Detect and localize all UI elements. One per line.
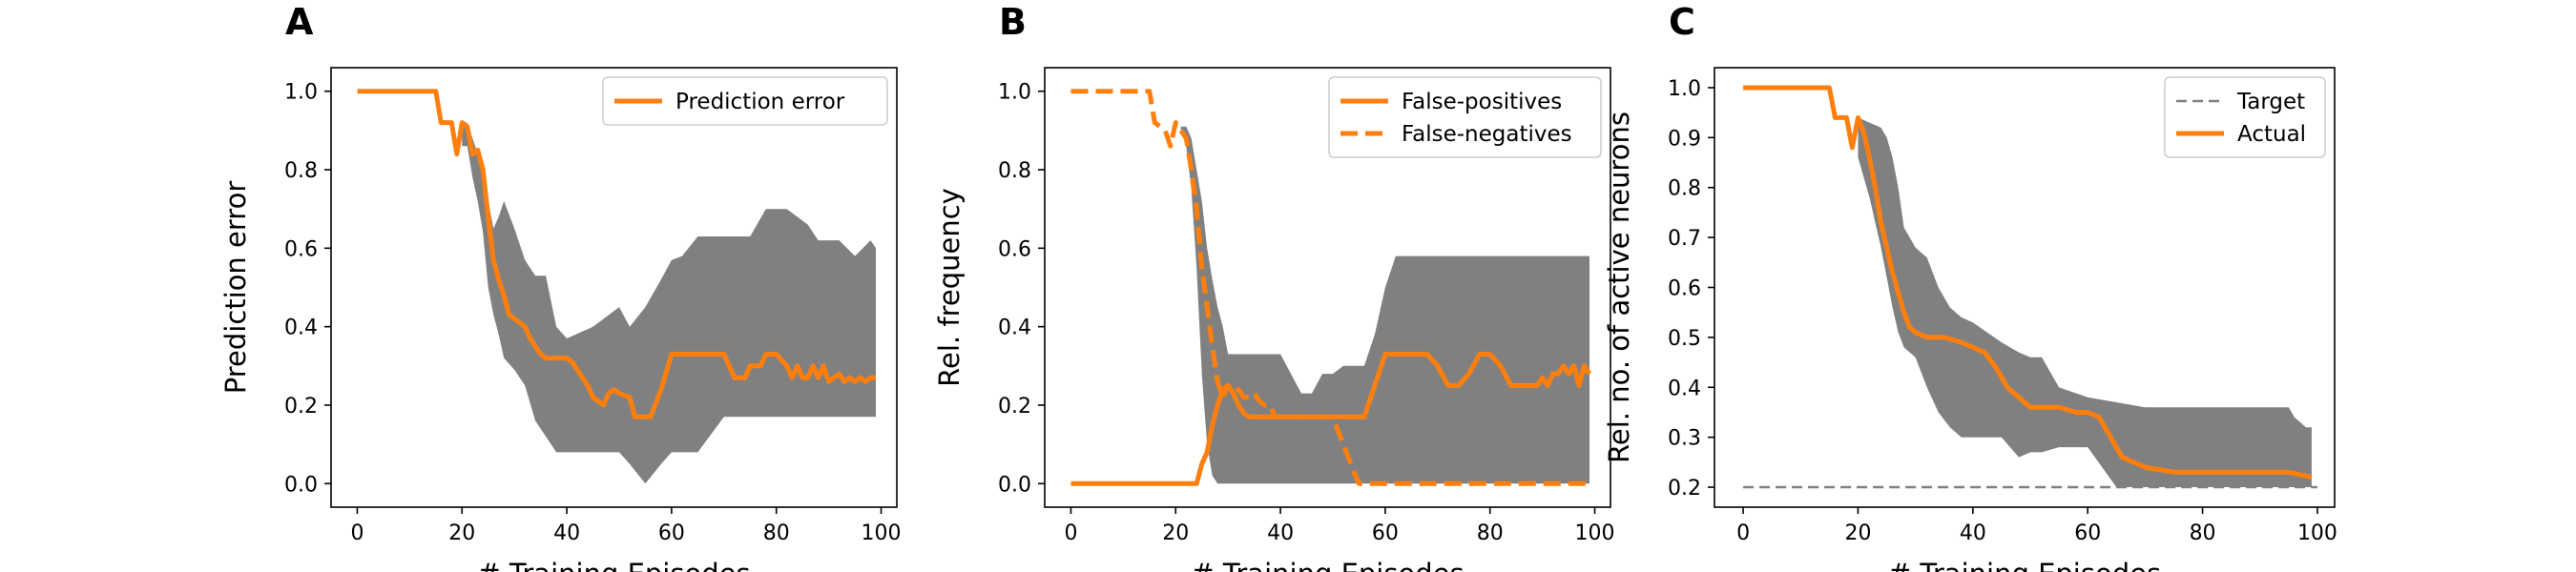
panel-b-legend-label: False-negatives xyxy=(1402,122,1572,147)
panel-c-legend-label: Actual xyxy=(2237,122,2306,147)
panel-a-x-tick-label: 40 xyxy=(553,521,580,545)
panel-a-legend: Prediction error xyxy=(602,76,888,126)
panel-c-y-tick-label: 0.7 xyxy=(1668,227,1701,251)
panel-c-variability-band xyxy=(1858,117,2312,488)
panel-c-x-tick-label: 80 xyxy=(2190,521,2216,545)
panel-a-series-1-line xyxy=(357,89,876,419)
panel-c-x-tick-label: 60 xyxy=(2074,521,2101,545)
panel-c-letter: C xyxy=(1669,1,1695,43)
panel-b-y-tick-label: 0.8 xyxy=(998,159,1031,183)
panel-b-variability-band xyxy=(1180,126,1589,484)
panel-b-legend: False-positives False-negatives xyxy=(1328,76,1602,158)
panel-c-legend: Target Actual xyxy=(2164,76,2326,158)
panel-c-x-tick-label: 100 xyxy=(2297,521,2337,545)
panel-b-x-tick-label: 100 xyxy=(1575,521,1615,545)
panel-b-y-tick-label: 0.0 xyxy=(998,473,1031,497)
panel-b-axes-frame xyxy=(1044,67,1611,508)
panel-a-x-tick-label: 100 xyxy=(862,521,902,545)
panel-a-variability-band xyxy=(462,122,876,484)
panel-b-y-tick-label: 1.0 xyxy=(998,81,1031,105)
panel-c-y-tick-label: 1.0 xyxy=(1668,77,1701,101)
panel-c-y-tick-label: 0.2 xyxy=(1668,477,1701,500)
panel-b-x-axis-label: # Training Episodes xyxy=(1191,558,1464,572)
panel-c-legend-label: Target xyxy=(2236,90,2305,114)
panel-c: 0 20 40 60 80 100 0.2 0.3 0.4 0.5 0.6 0.7 0.8 0.9 1.0 #… xyxy=(1603,1,2337,572)
panel-b-letter: B xyxy=(999,1,1027,43)
panel-b-y-tick-label: 0.2 xyxy=(998,395,1031,419)
panel-a: 0 20 40 60 80 100 0.0 0.2 0.4 0.6 0.8 1.0 # Training… xyxy=(219,1,902,572)
panel-a-x-tick-label: 20 xyxy=(448,521,475,545)
panel-a-y-tick-label: 1.0 xyxy=(284,81,318,105)
panel-a-x-tick-label: 80 xyxy=(763,521,790,545)
panel-a-x-tick-label: 0 xyxy=(350,521,364,545)
panel-c-y-tick-label: 0.4 xyxy=(1668,377,1701,400)
panel-b-legend-label: False-positives xyxy=(1402,90,1562,114)
panel-a-x-tick-label: 60 xyxy=(658,521,685,545)
panel-a-y-tick-label: 0.6 xyxy=(284,237,318,261)
panel-a-y-tick-label: 0.4 xyxy=(284,317,318,340)
panel-a-legend-label: Prediction error xyxy=(675,90,845,114)
panel-b-x-tick-label: 40 xyxy=(1267,521,1294,545)
panel-c-y-tick-label: 0.5 xyxy=(1668,327,1701,351)
panel-c-x-tick-label: 20 xyxy=(1844,521,1871,545)
panel-c-x-axis-label: # Training Episodes xyxy=(1888,558,2161,572)
panel-b-x-tick-label: 0 xyxy=(1064,521,1077,545)
panel-c-x-tick-label: 40 xyxy=(1960,521,1986,545)
panel-b-series-2-line xyxy=(1070,89,1589,486)
panel-b-x-tick-label: 80 xyxy=(1477,521,1504,545)
panel-a-letter: A xyxy=(285,1,314,43)
panel-a-axes-frame xyxy=(330,67,898,508)
panel-a-y-tick-label: 0.2 xyxy=(284,395,318,419)
panel-b-y-tick-label: 0.4 xyxy=(998,317,1031,340)
panel-c-y-tick-label: 0.8 xyxy=(1668,177,1701,201)
panel-b-y-axis-label: Rel. frequency xyxy=(933,188,966,387)
panel-c-y-tick-label: 0.6 xyxy=(1668,277,1701,301)
panel-c-y-tick-label: 0.9 xyxy=(1668,127,1701,151)
panel-c-y-axis-label: Rel. no. of active neurons xyxy=(1603,112,1635,463)
panel-b-y-tick-label: 0.6 xyxy=(998,237,1031,261)
panel-b: 0 20 40 60 80 100 0.0 0.2 0.4 0.6 0.8 1.0 # Training… xyxy=(933,1,1615,572)
panel-b-x-tick-label: 60 xyxy=(1372,521,1399,545)
panel-c-x-tick-label: 0 xyxy=(1736,521,1750,545)
panel-a-y-tick-label: 0.8 xyxy=(284,159,318,183)
panel-c-series-2-line xyxy=(1743,85,2313,480)
panel-c-y-tick-label: 0.3 xyxy=(1668,427,1701,451)
panel-a-x-axis-label: # Training Episodes xyxy=(477,558,750,572)
panel-b-x-tick-label: 20 xyxy=(1162,521,1189,545)
panel-a-y-tick-label: 0.0 xyxy=(284,473,318,497)
panel-a-y-axis-label: Prediction error xyxy=(219,181,252,395)
